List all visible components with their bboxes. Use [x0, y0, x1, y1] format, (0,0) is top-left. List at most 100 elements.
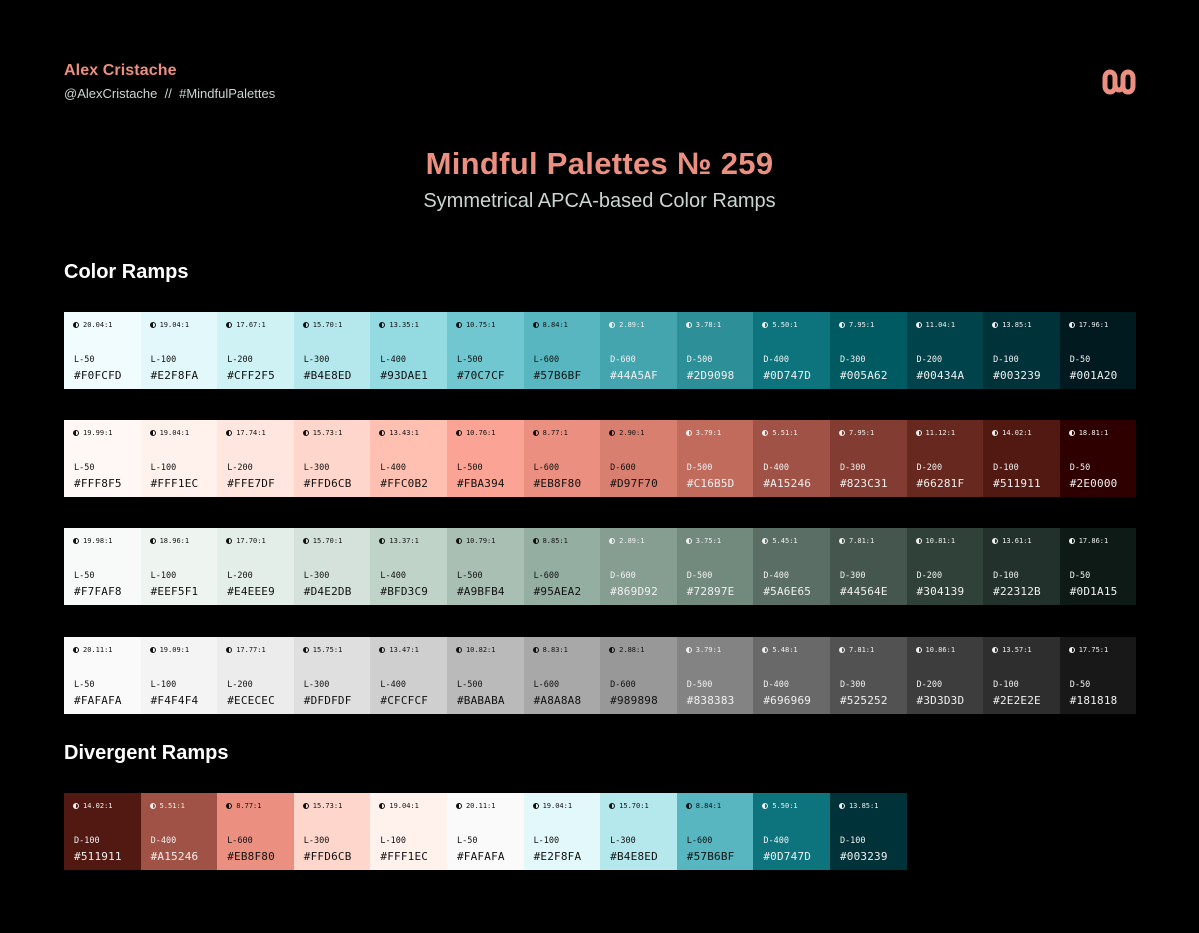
contrast-icon	[149, 538, 156, 544]
swatch-step: D-50	[1069, 463, 1091, 473]
contrast-icon	[226, 322, 233, 328]
contrast-value: 17.77:1	[236, 646, 266, 654]
swatch-step: L-100	[380, 836, 406, 846]
swatch-step: L-50	[456, 836, 478, 846]
contrast-icon	[685, 538, 692, 544]
swatch-step: L-500	[456, 355, 483, 365]
swatch-step: D-100	[993, 571, 1019, 581]
contrast-ratio: 15.70:1	[609, 802, 649, 810]
contrast-icon	[226, 430, 233, 436]
contrast-ratio: 10.75:1	[455, 321, 495, 329]
contrast-icon	[379, 430, 386, 436]
color-swatch: 19.98:1 L-50 #F7FAF8	[64, 528, 141, 605]
swatch-step: D-400	[763, 355, 789, 365]
color-swatch: 13.35:1 L-400 #93DAE1	[370, 312, 447, 389]
contrast-value: 7.81:1	[848, 537, 875, 545]
contrast-ratio: 3.79:1	[685, 429, 722, 437]
contrast-value: 3.79:1	[695, 429, 722, 437]
color-swatch: 13.57:1 D-100 #2E2E2E	[983, 637, 1060, 714]
contrast-value: 17.74:1	[236, 429, 266, 437]
contrast-ratio: 2.89:1	[609, 537, 644, 545]
contrast-value: 17.67:1	[236, 321, 266, 329]
contrast-value: 5.50:1	[772, 802, 798, 810]
contrast-value: 19.99:1	[83, 429, 113, 437]
contrast-ratio: 15.75:1	[302, 646, 342, 654]
swatch-step: D-400	[150, 836, 177, 846]
color-swatch: 15.70:1 L-300 #B4E8ED	[293, 312, 371, 389]
color-swatch: 5.48:1 D-400 #696969	[753, 637, 830, 714]
swatch-hex: #FFD6CB	[303, 850, 352, 863]
contrast-icon	[915, 430, 922, 436]
swatch-hex: #CFF2F5	[227, 369, 275, 382]
contrast-icon	[379, 803, 386, 809]
contrast-value: 19.04:1	[159, 429, 190, 437]
swatch-hex: #5A6E65	[763, 585, 812, 598]
swatch-hex: #511911	[993, 477, 1041, 490]
swatch-hex: #93DAE1	[380, 369, 429, 382]
contrast-icon	[379, 647, 386, 653]
swatch-step: L-400	[380, 571, 406, 581]
swatch-step: L-100	[150, 680, 177, 690]
swatch-step: L-300	[303, 680, 330, 690]
contrast-ratio: 15.70:1	[302, 537, 342, 545]
contrast-value: 5.51:1	[772, 429, 798, 437]
contrast-ratio: 7.95:1	[838, 429, 874, 437]
swatch-hex: #70C7CF	[456, 369, 505, 382]
swatch-hex: #DFDFDF	[303, 694, 352, 707]
swatch-step: D-600	[610, 355, 636, 365]
contrast-icon	[149, 322, 156, 328]
swatch-step: D-600	[610, 680, 636, 690]
contrast-icon	[149, 803, 156, 809]
swatch-step: L-100	[150, 571, 177, 581]
author-hashtag: #MindfulPalettes	[179, 86, 276, 101]
swatch-step: D-400	[763, 836, 789, 846]
color-swatch: 19.99:1 L-50 #FFF8F5	[64, 420, 141, 497]
swatch-step: L-500	[456, 463, 483, 473]
color-swatch: 14.02:1 D-100 #511911	[64, 793, 141, 870]
swatch-step: L-300	[303, 355, 330, 365]
contrast-ratio: 7.95:1	[838, 321, 874, 329]
contrast-value: 20.11:1	[465, 802, 496, 810]
swatch-hex: #F0FCFD	[74, 369, 122, 382]
swatch-hex: #FFD6CB	[303, 477, 352, 490]
swatch-step: L-300	[303, 571, 330, 581]
color-swatch: 15.73:1 L-300 #FFD6CB	[293, 793, 371, 870]
color-swatch: 2.90:1 D-600 #D97F70	[600, 420, 677, 497]
swatch-step: D-600	[610, 571, 636, 581]
swatch-hex: #304139	[916, 585, 965, 598]
swatch-hex: #FBA394	[456, 477, 505, 490]
color-swatch: 20.11:1 L-50 #FAFAFA	[446, 793, 524, 870]
swatch-hex: #FFC0B2	[380, 477, 429, 490]
color-swatch: 15.75:1 L-300 #DFDFDF	[293, 637, 371, 714]
color-swatch: 18.96:1 L-100 #EEF5F1	[140, 528, 218, 605]
contrast-icon	[609, 322, 616, 328]
contrast-icon	[379, 538, 386, 544]
contrast-icon	[302, 538, 309, 544]
swatch-step: L-300	[303, 463, 330, 473]
contrast-icon	[838, 647, 845, 653]
swatch-hex: #2E0000	[1069, 477, 1118, 490]
contrast-icon	[73, 803, 79, 809]
color-swatch: 17.74:1 L-200 #FFE7DF	[217, 420, 294, 497]
swatch-hex: #F7FAF8	[74, 585, 122, 598]
contrast-ratio: 13.47:1	[379, 646, 419, 654]
swatch-hex: #181818	[1069, 694, 1118, 707]
swatch-hex: #989898	[610, 694, 658, 707]
color-swatch: 2.89:1 D-600 #869D92	[600, 528, 677, 605]
contrast-icon	[302, 647, 309, 653]
swatch-step: D-50	[1069, 571, 1091, 581]
contrast-ratio: 17.74:1	[226, 429, 266, 437]
contrast-value: 2.89:1	[619, 537, 645, 545]
contrast-ratio: 5.48:1	[762, 646, 798, 654]
ramp-divergent: 14.02:1 D-100 #511911 5.51:1 D-400 #A15246 8.7…	[64, 793, 907, 870]
color-swatch: 8.77:1 L-600 #EB8F80	[523, 420, 601, 497]
ramp-sage: 19.98:1 L-50 #F7FAF8 18.96:1 L-100 #EEF5F1 17.…	[64, 528, 1137, 605]
swatch-hex: #57B6BF	[686, 850, 735, 863]
color-swatch: 13.43:1 L-400 #FFC0B2	[370, 420, 447, 497]
contrast-ratio: 19.04:1	[149, 429, 190, 437]
contrast-ratio: 14.02:1	[992, 429, 1032, 437]
contrast-value: 10.82:1	[465, 646, 496, 654]
author-name: Alex Cristache	[64, 62, 177, 79]
swatch-step: D-50	[1069, 355, 1091, 365]
contrast-value: 13.57:1	[1002, 646, 1032, 654]
